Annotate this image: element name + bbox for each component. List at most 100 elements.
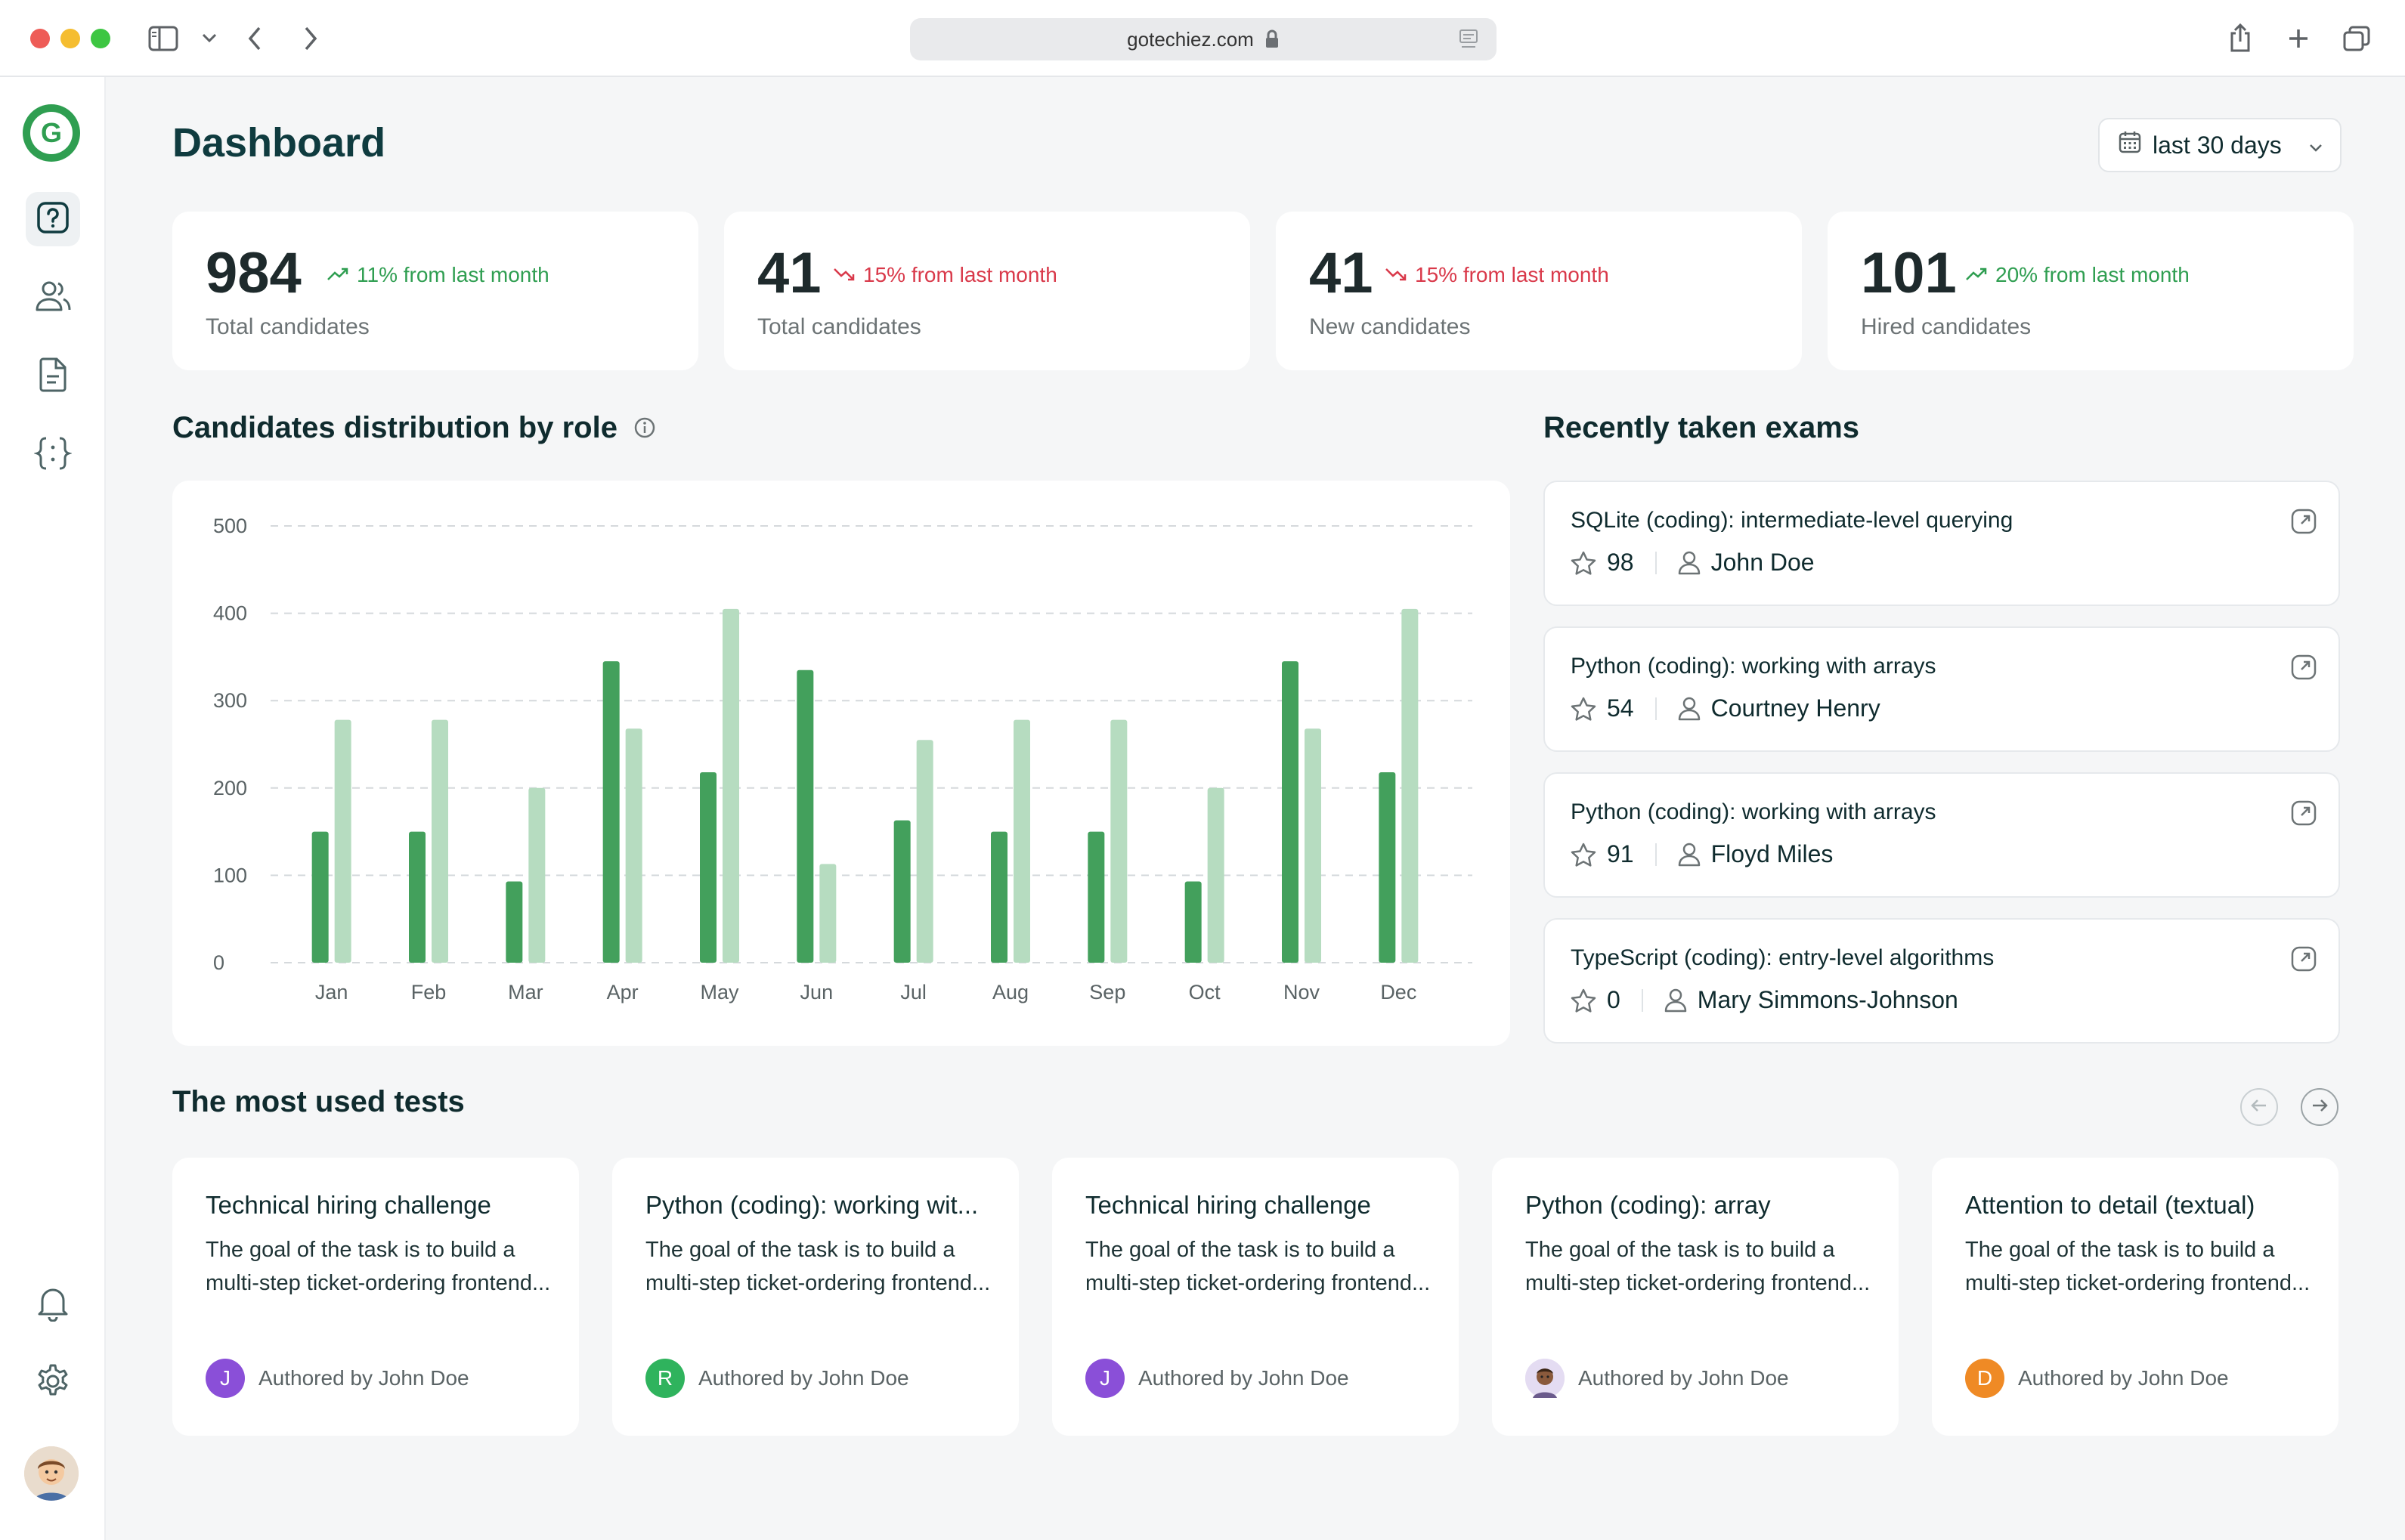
- test-title: Python (coding): array: [1525, 1191, 1771, 1219]
- trend-up-icon: [327, 263, 349, 287]
- sidebar-item-settings[interactable]: [26, 1356, 80, 1410]
- stat-card-new-candidates: 41 15% from last month New candidates: [1276, 212, 1802, 370]
- external-link-icon[interactable]: [2290, 508, 2317, 539]
- bar: [1184, 881, 1202, 963]
- author-avatar: D: [1965, 1359, 2004, 1398]
- star-icon: [1571, 988, 1596, 1013]
- users-icon: [33, 278, 73, 318]
- exam-score: 98: [1607, 549, 1634, 576]
- prev-page-button[interactable]: [2240, 1088, 2278, 1126]
- period-select[interactable]: last 30 days: [2098, 118, 2342, 172]
- bar: [797, 669, 814, 963]
- bar: [893, 820, 911, 963]
- exam-user: Courtney Henry: [1710, 694, 1880, 722]
- star-icon: [1571, 697, 1596, 721]
- divider: [1654, 551, 1657, 574]
- exam-card[interactable]: SQLite (coding): intermediate-level quer…: [1543, 481, 2340, 606]
- exam-meta: 91 Floyd Miles: [1571, 840, 1833, 868]
- user-avatar[interactable]: [24, 1446, 79, 1501]
- user-icon: [1678, 843, 1701, 867]
- external-link-icon[interactable]: [2290, 799, 2317, 830]
- user-icon: [1678, 697, 1701, 721]
- test-card[interactable]: Attention to detail (textual) The goal o…: [1932, 1158, 2338, 1436]
- sidebar-item-code[interactable]: [26, 428, 80, 482]
- back-icon[interactable]: [246, 26, 263, 51]
- trend-down-icon: [1385, 263, 1407, 287]
- y-tick-label: 300: [213, 689, 247, 712]
- user-icon: [1678, 551, 1701, 575]
- stat-value: 984: [206, 241, 302, 305]
- x-tick-label: Oct: [1189, 981, 1221, 1003]
- author-avatar: J: [206, 1359, 245, 1398]
- exam-card[interactable]: Python (coding): working with arrays 54 …: [1543, 626, 2340, 752]
- divider: [1641, 988, 1643, 1012]
- bar: [625, 728, 642, 963]
- x-tick-label: Jun: [800, 981, 834, 1003]
- bar: [1305, 728, 1321, 963]
- bar: [432, 719, 448, 963]
- exam-title: Python (coding): working with arrays: [1571, 654, 1936, 679]
- url-text: gotechiez.com: [1127, 27, 1254, 51]
- sidebar-item-documents[interactable]: [26, 349, 80, 404]
- exam-title: TypeScript (coding): entry-level algorit…: [1571, 945, 1995, 970]
- address-bar[interactable]: gotechiez.com: [910, 18, 1497, 60]
- sidebar-item-candidates[interactable]: [26, 271, 80, 325]
- stat-delta: 20% from last month: [1965, 263, 2190, 287]
- author-text: Authored by John Doe: [1578, 1366, 1789, 1390]
- stat-value: 41: [757, 241, 822, 305]
- stat-delta: 15% from last month: [1385, 263, 1609, 287]
- x-tick-label: Nov: [1283, 981, 1320, 1003]
- sidebar-item-questions[interactable]: [26, 192, 80, 246]
- test-description: The goal of the task is to build a multi…: [206, 1238, 551, 1295]
- tabs-overview-icon[interactable]: [2343, 26, 2370, 51]
- exam-card[interactable]: Python (coding): working with arrays 91 …: [1543, 772, 2340, 898]
- external-link-icon[interactable]: [2290, 945, 2317, 976]
- window-close-button[interactable]: [30, 29, 50, 48]
- info-icon[interactable]: [633, 413, 656, 447]
- exam-score: 54: [1607, 694, 1634, 722]
- divider: [1654, 843, 1657, 866]
- reader-icon[interactable]: [1459, 29, 1478, 50]
- external-link-icon[interactable]: [2290, 654, 2317, 685]
- sidebar-item-notifications[interactable]: [26, 1277, 80, 1331]
- next-page-button[interactable]: [2301, 1088, 2338, 1126]
- test-card[interactable]: Technical hiring challenge The goal of t…: [1052, 1158, 1459, 1436]
- test-card[interactable]: Python (coding): working wit... The goal…: [612, 1158, 1019, 1436]
- bar: [1014, 719, 1030, 963]
- braces-icon: [33, 434, 73, 476]
- exam-score: 0: [1607, 986, 1620, 1013]
- stat-delta-text: 11% from last month: [357, 263, 549, 286]
- window-maximize-button[interactable]: [91, 29, 110, 48]
- arrow-right-icon: [2310, 1097, 2329, 1118]
- stat-label: Hired candidates: [1861, 314, 2032, 339]
- gear-icon: [34, 1362, 72, 1404]
- app-logo[interactable]: G: [23, 104, 80, 162]
- bar: [602, 661, 620, 963]
- y-tick-label: 200: [213, 777, 247, 799]
- exam-title: SQLite (coding): intermediate-level quer…: [1571, 508, 2013, 533]
- exam-user: John Doe: [1710, 549, 1815, 576]
- exam-meta: 54 Courtney Henry: [1571, 694, 1880, 722]
- share-icon[interactable]: [2228, 23, 2252, 53]
- new-tab-icon[interactable]: [2287, 27, 2310, 50]
- test-title: Technical hiring challenge: [1085, 1191, 1371, 1219]
- stat-delta: 15% from last month: [833, 263, 1057, 287]
- x-tick-label: Jan: [315, 981, 348, 1003]
- sidebar-toggle-icon[interactable]: [148, 26, 178, 51]
- sidebar: G: [0, 77, 106, 1540]
- test-card[interactable]: Python (coding): array The goal of the t…: [1492, 1158, 1899, 1436]
- bell-icon: [36, 1284, 70, 1325]
- bar-chart: 0 100 200 300 400 500 Jan Feb Mar Apr May Jun Jul Aug…: [213, 515, 1472, 1003]
- period-value: last 30 days: [2153, 131, 2282, 159]
- y-tick-label: 100: [213, 864, 247, 886]
- exam-score: 91: [1607, 840, 1634, 867]
- test-card[interactable]: Technical hiring challenge The goal of t…: [172, 1158, 579, 1436]
- y-tick-label: 400: [213, 602, 247, 625]
- window-minimize-button[interactable]: [60, 29, 80, 48]
- chevron-down-icon[interactable]: [201, 32, 218, 44]
- stat-value: 101: [1861, 241, 1957, 305]
- test-description: The goal of the task is to build a multi…: [1085, 1238, 1431, 1295]
- document-icon: [36, 357, 70, 397]
- exam-card[interactable]: TypeScript (coding): entry-level algorit…: [1543, 918, 2340, 1044]
- forward-icon[interactable]: [302, 26, 319, 51]
